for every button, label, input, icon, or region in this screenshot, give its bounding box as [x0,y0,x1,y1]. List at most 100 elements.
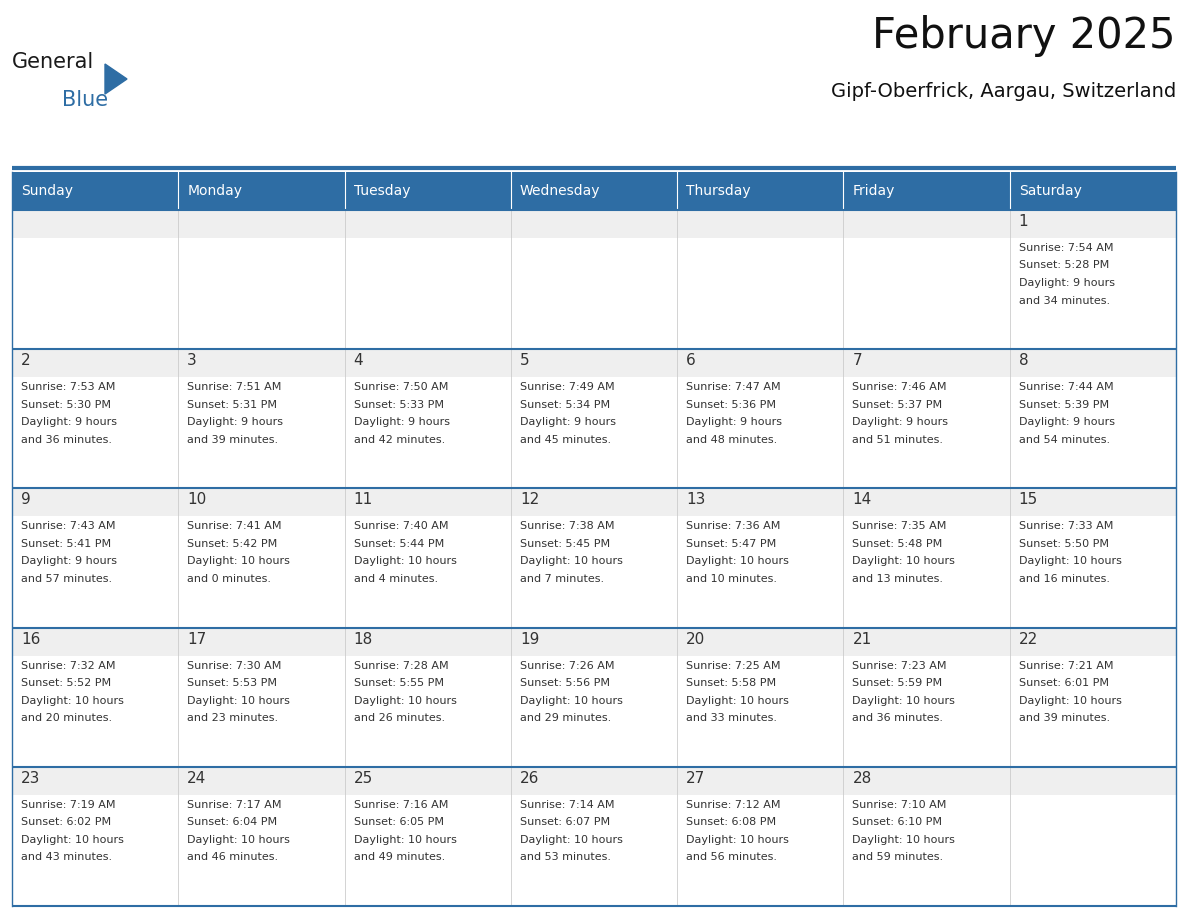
Bar [345,767,511,906]
Text: 25: 25 [354,771,373,786]
Text: 2: 2 [21,353,31,368]
Text: Daylight: 10 hours: Daylight: 10 hours [853,696,955,706]
Text: Daylight: 9 hours: Daylight: 9 hours [1019,278,1114,288]
Bar [1010,172,1176,210]
Bar [677,628,843,767]
Bar [843,628,1010,767]
Text: Sunset: 5:33 PM: Sunset: 5:33 PM [354,399,443,409]
Text: and 46 minutes.: and 46 minutes. [188,852,278,862]
Text: Gipf-Oberfrick, Aargau, Switzerland: Gipf-Oberfrick, Aargau, Switzerland [830,82,1176,101]
Text: Sunrise: 7:25 AM: Sunrise: 7:25 AM [687,661,781,671]
Polygon shape [105,64,127,94]
Text: Daylight: 10 hours: Daylight: 10 hours [188,834,290,845]
Text: General: General [12,52,94,72]
Text: and 29 minutes.: and 29 minutes. [520,713,611,723]
Text: Sunset: 5:31 PM: Sunset: 5:31 PM [188,399,277,409]
Text: Daylight: 10 hours: Daylight: 10 hours [354,696,456,706]
Bar [511,767,677,795]
Bar [511,488,677,628]
Text: Sunrise: 7:43 AM: Sunrise: 7:43 AM [21,521,115,532]
Bar [12,349,178,488]
Text: Sunrise: 7:14 AM: Sunrise: 7:14 AM [520,800,614,810]
Text: Daylight: 10 hours: Daylight: 10 hours [1019,696,1121,706]
Text: Daylight: 9 hours: Daylight: 9 hours [21,556,116,566]
Text: 26: 26 [520,771,539,786]
Text: Sunset: 6:07 PM: Sunset: 6:07 PM [520,817,609,827]
Bar [843,628,1010,655]
Text: Daylight: 10 hours: Daylight: 10 hours [520,556,623,566]
Bar [511,210,677,238]
Text: Sunrise: 7:16 AM: Sunrise: 7:16 AM [354,800,448,810]
Bar [511,628,677,655]
Text: Sunset: 6:10 PM: Sunset: 6:10 PM [853,817,942,827]
Text: Daylight: 10 hours: Daylight: 10 hours [21,696,124,706]
Text: Daylight: 9 hours: Daylight: 9 hours [354,417,449,427]
Bar [178,349,345,377]
Text: 22: 22 [1019,632,1038,646]
Text: 27: 27 [687,771,706,786]
Bar [178,488,345,628]
Text: Sunrise: 7:41 AM: Sunrise: 7:41 AM [188,521,282,532]
Bar [677,349,843,377]
Text: Sunset: 5:58 PM: Sunset: 5:58 PM [687,678,776,688]
Bar [843,488,1010,628]
Text: Sunset: 5:30 PM: Sunset: 5:30 PM [21,399,110,409]
Text: 13: 13 [687,492,706,508]
Text: Sunrise: 7:32 AM: Sunrise: 7:32 AM [21,661,115,671]
Text: and 59 minutes.: and 59 minutes. [853,852,943,862]
Text: 7: 7 [853,353,862,368]
Text: 1: 1 [1019,214,1029,229]
Bar [12,210,178,238]
Text: and 56 minutes.: and 56 minutes. [687,852,777,862]
Text: 15: 15 [1019,492,1038,508]
Bar [677,767,843,795]
Text: Daylight: 10 hours: Daylight: 10 hours [853,556,955,566]
Bar [345,172,511,210]
Bar [12,767,178,795]
Text: February 2025: February 2025 [872,15,1176,57]
Text: Tuesday: Tuesday [354,184,410,198]
Bar [12,210,178,349]
Text: Daylight: 9 hours: Daylight: 9 hours [21,417,116,427]
Bar [1010,210,1176,349]
Text: and 20 minutes.: and 20 minutes. [21,713,112,723]
Bar [178,767,345,906]
Text: and 43 minutes.: and 43 minutes. [21,852,112,862]
Text: 9: 9 [21,492,31,508]
Bar [178,210,345,349]
Bar [1010,767,1176,906]
Text: 8: 8 [1019,353,1029,368]
Text: Sunset: 5:39 PM: Sunset: 5:39 PM [1019,399,1108,409]
Bar [511,172,677,210]
Text: and 53 minutes.: and 53 minutes. [520,852,611,862]
Text: Sunrise: 7:21 AM: Sunrise: 7:21 AM [1019,661,1113,671]
Text: Daylight: 10 hours: Daylight: 10 hours [188,556,290,566]
Text: and 48 minutes.: and 48 minutes. [687,435,777,444]
Bar [511,349,677,488]
Text: Sunset: 6:01 PM: Sunset: 6:01 PM [1019,678,1108,688]
Text: and 49 minutes.: and 49 minutes. [354,852,444,862]
Text: Sunrise: 7:38 AM: Sunrise: 7:38 AM [520,521,614,532]
Bar [677,488,843,628]
Bar [12,488,178,517]
Text: Sunrise: 7:40 AM: Sunrise: 7:40 AM [354,521,448,532]
Text: Sunrise: 7:23 AM: Sunrise: 7:23 AM [853,661,947,671]
Text: Daylight: 10 hours: Daylight: 10 hours [354,556,456,566]
Text: Sunset: 5:48 PM: Sunset: 5:48 PM [853,539,943,549]
Text: Sunrise: 7:53 AM: Sunrise: 7:53 AM [21,382,115,392]
Bar [511,210,677,349]
Text: Sunset: 5:52 PM: Sunset: 5:52 PM [21,678,112,688]
Text: and 42 minutes.: and 42 minutes. [354,435,444,444]
Text: 21: 21 [853,632,872,646]
Text: Monday: Monday [188,184,242,198]
Bar [345,628,511,767]
Text: Sunrise: 7:46 AM: Sunrise: 7:46 AM [853,382,947,392]
Text: Sunrise: 7:36 AM: Sunrise: 7:36 AM [687,521,781,532]
Bar [1010,349,1176,377]
Text: 23: 23 [21,771,40,786]
Text: Sunrise: 7:30 AM: Sunrise: 7:30 AM [188,661,282,671]
Text: and 51 minutes.: and 51 minutes. [853,435,943,444]
Text: Daylight: 9 hours: Daylight: 9 hours [520,417,615,427]
Bar [511,628,677,767]
Bar [345,488,511,628]
